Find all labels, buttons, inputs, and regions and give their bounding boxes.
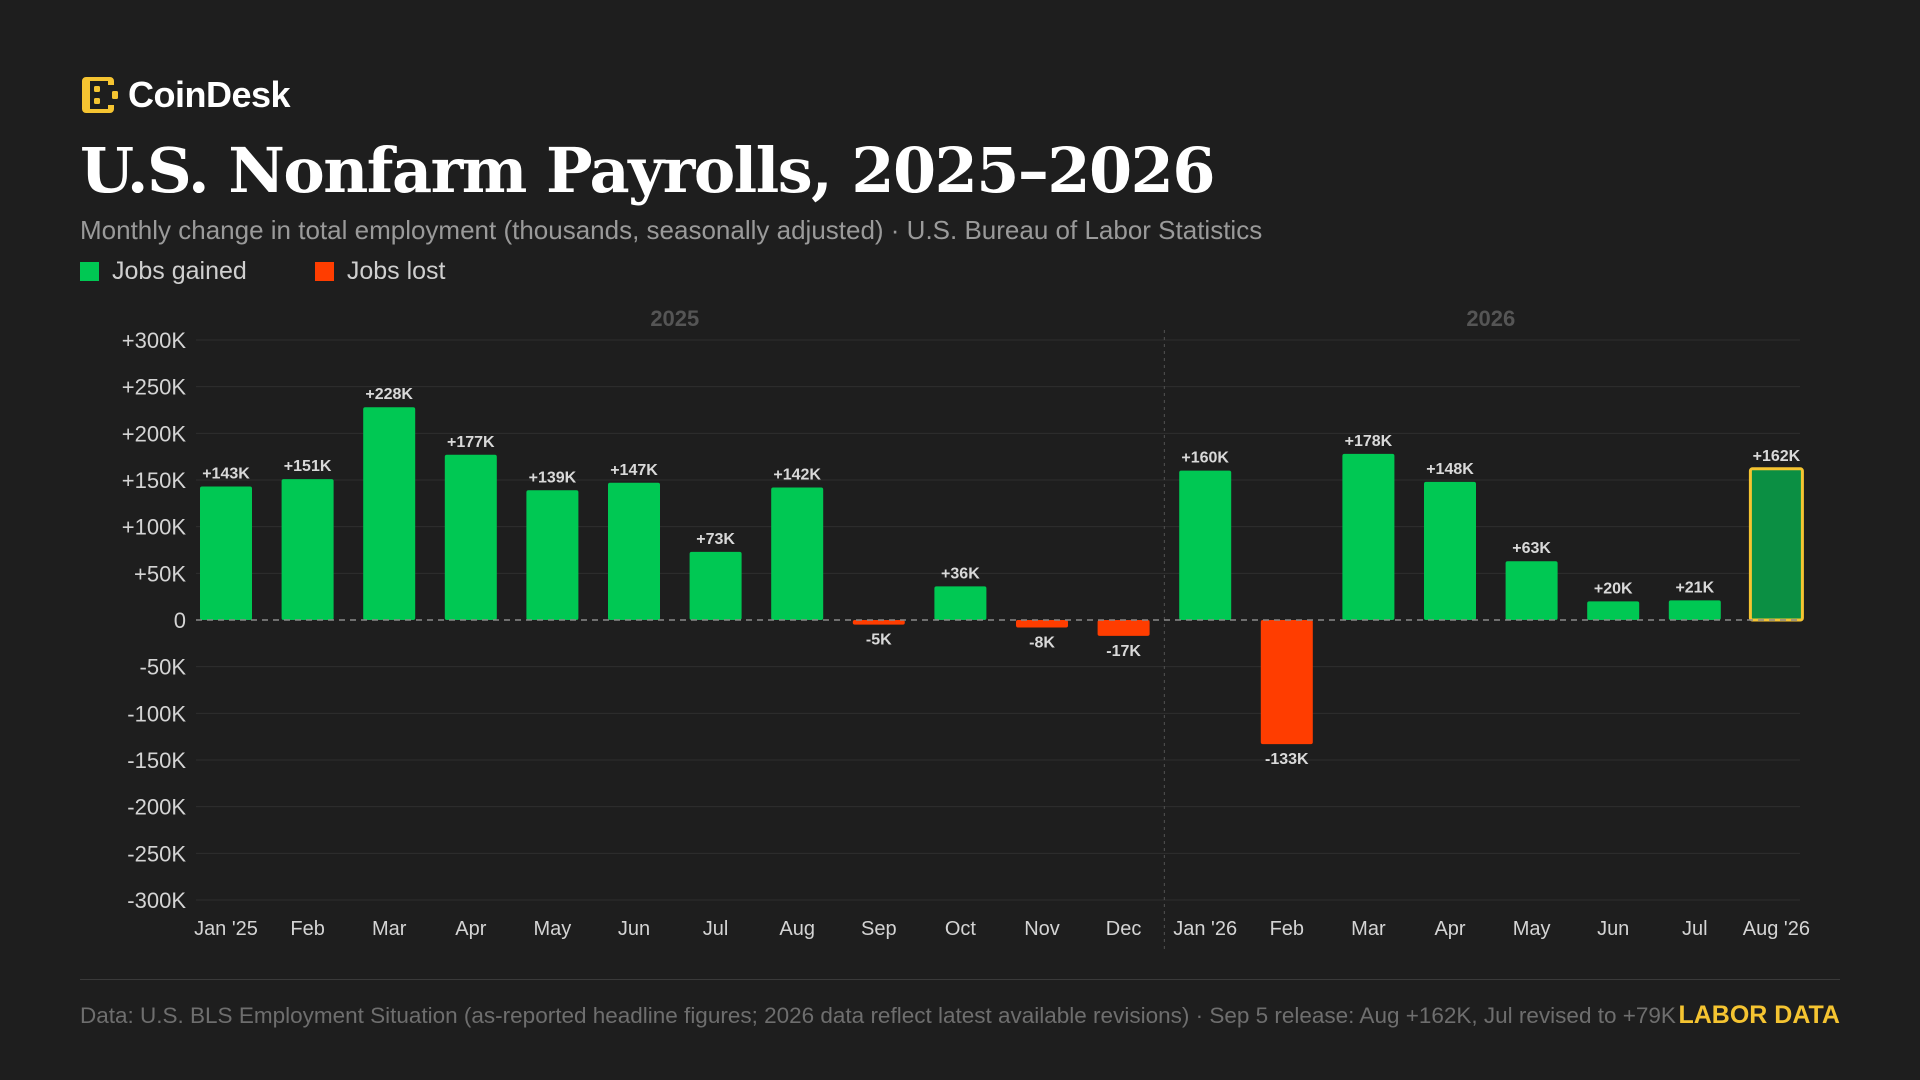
bar-value-label: +147K xyxy=(610,462,658,479)
source-note: Data: U.S. BLS Employment Situation (as-… xyxy=(80,1003,1676,1028)
x-tick-label: Aug '26 xyxy=(1743,918,1810,940)
y-tick-label: -250K xyxy=(127,841,186,866)
bar-value-label: -17K xyxy=(1106,643,1141,660)
chart-title: U.S. Nonfarm Payrolls, 2025–2026 xyxy=(80,134,1215,207)
bar-value-label: +143K xyxy=(202,466,250,483)
bar xyxy=(771,487,824,620)
legend-swatch-gained xyxy=(80,262,99,281)
x-tick-label: Jun xyxy=(618,918,650,940)
y-tick-label: +200K xyxy=(122,421,187,446)
payrolls-bar-chart: +300K +250K +200K +150K +100K +50K 0 -50K -100K -… xyxy=(122,306,1810,952)
labor-data-badge: LABOR DATA xyxy=(1676,1001,1840,1030)
x-tick-label: Jul xyxy=(1682,918,1708,940)
bar-value-label: +178K xyxy=(1345,433,1393,450)
x-tick-label: Jan '25 xyxy=(194,918,258,940)
bar xyxy=(1748,467,1804,622)
bar-value-label: +21K xyxy=(1675,579,1714,596)
bar xyxy=(1260,620,1313,745)
bar xyxy=(1097,620,1150,636)
legend-swatch-lost xyxy=(314,262,334,281)
bar-value-label: -8K xyxy=(1029,634,1055,651)
x-tick-label: Feb xyxy=(1270,918,1304,940)
bar xyxy=(1179,470,1232,620)
x-tick-label: Jun xyxy=(1597,918,1629,940)
bar-value-label: +162K xyxy=(1753,448,1801,465)
bar xyxy=(689,551,742,620)
bar-value-label: +148K xyxy=(1426,461,1474,478)
bar xyxy=(200,486,252,620)
legend-item-lost: Jobs lost xyxy=(314,257,446,286)
bar xyxy=(363,407,416,620)
bar xyxy=(1587,601,1640,620)
bar xyxy=(608,482,660,620)
y-tick-label: +100K xyxy=(122,515,187,540)
bar-value-label: +63K xyxy=(1512,540,1551,557)
bar-value-label: +160K xyxy=(1181,450,1229,467)
bar-value-label: +139K xyxy=(529,469,577,486)
coindesk-logo-icon xyxy=(82,77,118,113)
y-tick-label: -200K xyxy=(127,795,186,820)
y-tick-label: -300K xyxy=(127,888,186,913)
bar-value-label: +36K xyxy=(941,565,980,582)
x-tick-label: Oct xyxy=(945,918,977,940)
bar-value-label: +142K xyxy=(773,466,821,483)
bar xyxy=(934,586,987,620)
bar xyxy=(1016,620,1068,628)
bar xyxy=(1424,481,1476,620)
x-tick-label: Mar xyxy=(372,918,407,940)
y-tick-label: +150K xyxy=(122,468,187,493)
bar-value-label: +73K xyxy=(696,531,735,548)
x-tick-label: Nov xyxy=(1024,918,1060,940)
bar xyxy=(852,620,905,625)
year-group-label: 2026 xyxy=(1466,306,1515,331)
x-tick-label: May xyxy=(1513,918,1551,940)
bar xyxy=(1505,561,1558,620)
year-group-label: 2025 xyxy=(650,306,699,331)
bar-value-label: +177K xyxy=(447,434,495,451)
legend-label-gained: Jobs gained xyxy=(112,257,247,285)
y-tick-label: +250K xyxy=(122,375,187,400)
bar xyxy=(1342,453,1395,620)
legend-item-gained: Jobs gained xyxy=(80,257,247,286)
x-tick-label: Apr xyxy=(455,918,486,940)
x-tick-label: May xyxy=(534,918,572,940)
y-tick-label: -50K xyxy=(140,655,187,680)
x-tick-label: Jan '26 xyxy=(1173,918,1237,940)
x-tick-label: Apr xyxy=(1434,918,1465,940)
x-tick-label: Dec xyxy=(1106,918,1142,940)
brand-name: CoinDesk xyxy=(128,74,291,115)
x-tick-label: Mar xyxy=(1351,918,1386,940)
bar-value-label: +228K xyxy=(365,386,413,403)
x-tick-label: Feb xyxy=(290,918,324,940)
y-tick-label: +50K xyxy=(134,561,186,586)
bar xyxy=(281,479,334,620)
legend: Jobs gained Jobs lost xyxy=(80,257,446,286)
bar-value-label: +20K xyxy=(1594,580,1633,597)
bar xyxy=(444,454,497,620)
y-tick-label: 0 xyxy=(174,608,186,633)
x-tick-label: Sep xyxy=(861,918,897,940)
footer-divider xyxy=(80,979,1840,980)
y-tick-label: -100K xyxy=(127,701,186,726)
coindesk-logo: CoinDesk xyxy=(80,74,291,116)
x-tick-label: Jul xyxy=(703,918,729,940)
x-tick-label: Aug xyxy=(779,918,815,940)
y-tick-label: +300K xyxy=(122,328,187,353)
bar-value-label: -133K xyxy=(1265,751,1309,768)
bar-value-label: -5K xyxy=(866,632,892,649)
bar xyxy=(526,490,579,620)
bar-value-label: +151K xyxy=(284,458,332,475)
legend-label-lost: Jobs lost xyxy=(346,257,446,285)
y-tick-label: -150K xyxy=(127,748,186,773)
bar xyxy=(1668,600,1721,620)
chart-subtitle: Monthly change in total employment (thou… xyxy=(80,215,1263,245)
